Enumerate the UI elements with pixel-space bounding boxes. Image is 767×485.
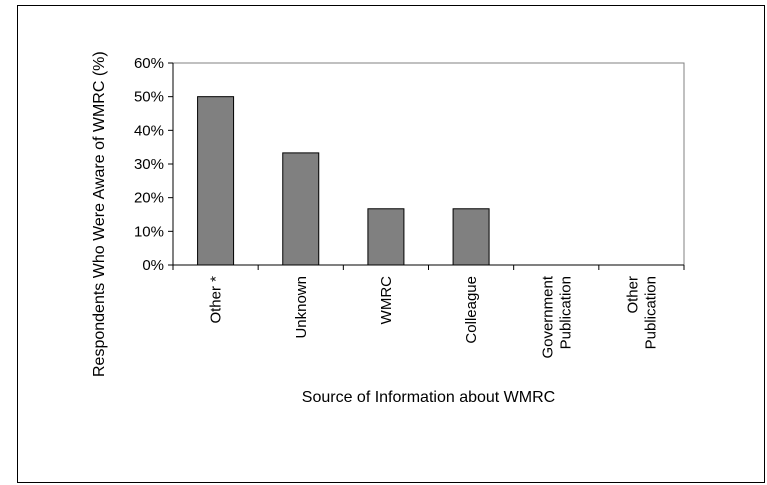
- x-tick-label-line: Other *: [208, 276, 225, 324]
- x-tick-label: Colleague: [463, 276, 480, 344]
- x-tick-label: Unknown: [293, 276, 310, 339]
- x-tick-label: Government Publication: [539, 275, 574, 358]
- bar-2: [367, 208, 405, 266]
- y-tick-label: 10%: [134, 223, 164, 240]
- y-tick-label: 0%: [142, 257, 164, 274]
- x-tick-label-line: Colleague: [463, 276, 480, 344]
- x-tick-label-line: Other: [624, 276, 641, 314]
- x-tick-label: Other *: [208, 276, 225, 324]
- x-tick-label: WMRC: [378, 276, 395, 324]
- x-tick-label-line: Publication: [557, 276, 574, 349]
- bar-3: [452, 208, 490, 266]
- y-axis: 0% 10% 20% 30% 40% 50% 60%: [134, 55, 174, 274]
- x-axis: Other * Unknown WMRC Colleague Government Pub…: [172, 264, 685, 359]
- x-tick-label-line: Government: [539, 275, 556, 358]
- y-tick-label: 40%: [134, 122, 164, 139]
- y-tick-label: 60%: [134, 55, 164, 72]
- y-tick-label: 30%: [134, 156, 164, 173]
- x-tick-label-line: Unknown: [293, 276, 310, 339]
- x-tick-label-line: Publication: [642, 276, 659, 349]
- plot-area: [172, 62, 685, 266]
- x-axis-title: Source of Information about WMRC: [302, 389, 555, 406]
- x-tick-label: Other Publication: [624, 276, 659, 349]
- plot-border: [172, 62, 685, 266]
- bar-0: [197, 96, 235, 266]
- y-axis-title: Respondents Who Were Aware of WMRC (%): [91, 51, 108, 377]
- y-tick-label: 50%: [134, 89, 164, 106]
- x-tick-label-line: WMRC: [378, 276, 395, 324]
- bar-1: [282, 152, 320, 266]
- bars: [197, 96, 490, 266]
- y-tick-label: 20%: [134, 190, 164, 207]
